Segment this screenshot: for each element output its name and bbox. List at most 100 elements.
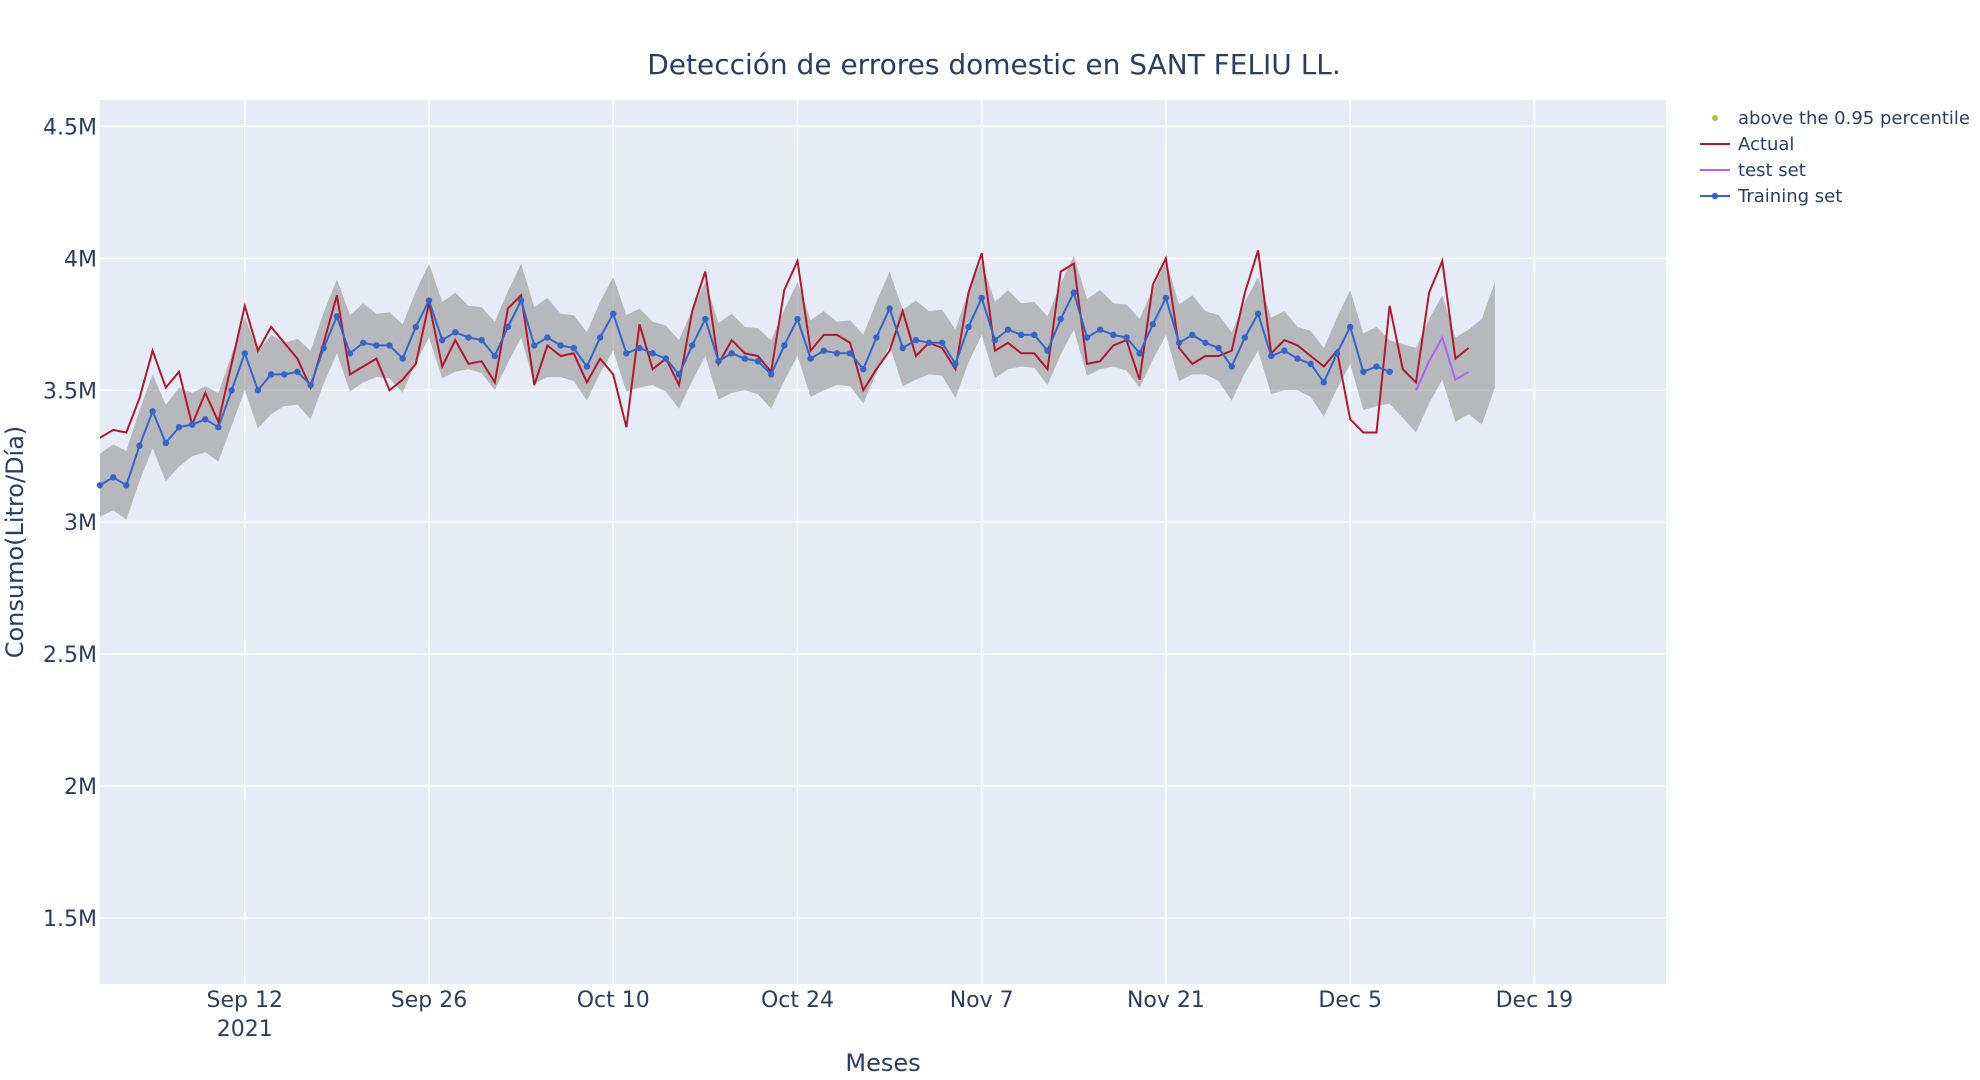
data-point[interactable] xyxy=(767,371,775,378)
data-point[interactable] xyxy=(741,355,749,362)
data-point[interactable] xyxy=(438,336,446,344)
data-point[interactable] xyxy=(1123,334,1130,341)
data-point[interactable] xyxy=(636,344,643,352)
data-point[interactable] xyxy=(1004,326,1012,333)
data-point[interactable] xyxy=(978,294,985,302)
data-point[interactable] xyxy=(925,339,933,346)
data-point[interactable] xyxy=(570,344,577,352)
data-point[interactable] xyxy=(873,334,880,341)
data-point[interactable] xyxy=(294,368,301,375)
data-point[interactable] xyxy=(307,381,314,389)
data-point[interactable] xyxy=(281,371,288,378)
data-point[interactable] xyxy=(202,416,209,423)
data-point[interactable] xyxy=(1281,347,1288,354)
data-point[interactable] xyxy=(504,323,512,331)
data-point[interactable] xyxy=(1228,363,1235,370)
data-point[interactable] xyxy=(702,315,709,323)
data-point[interactable] xyxy=(175,424,183,431)
data-point[interactable] xyxy=(1294,355,1301,362)
data-point[interactable] xyxy=(939,339,946,346)
data-point[interactable] xyxy=(1241,334,1249,341)
data-point[interactable] xyxy=(1031,331,1038,339)
data-point[interactable] xyxy=(754,358,762,365)
data-point[interactable] xyxy=(359,339,367,346)
data-point[interactable] xyxy=(1189,331,1196,339)
data-point[interactable] xyxy=(373,342,380,349)
legend-item[interactable]: Training set xyxy=(1700,186,1842,207)
data-point[interactable] xyxy=(1096,326,1104,333)
data-point[interactable] xyxy=(688,342,696,349)
data-point[interactable] xyxy=(149,408,156,415)
data-point[interactable] xyxy=(412,323,420,331)
legend-item[interactable]: test set xyxy=(1700,160,1806,181)
data-point[interactable] xyxy=(346,350,354,357)
data-point[interactable] xyxy=(123,482,130,489)
data-point[interactable] xyxy=(794,315,801,323)
data-point[interactable] xyxy=(241,350,248,357)
series-line-2[interactable] xyxy=(1415,334,1470,391)
data-point[interactable] xyxy=(386,342,393,349)
data-point[interactable] xyxy=(557,342,564,349)
data-point[interactable] xyxy=(886,305,893,312)
data-point[interactable] xyxy=(465,334,472,341)
data-point[interactable] xyxy=(820,347,827,354)
data-point[interactable] xyxy=(728,350,735,357)
data-point[interactable] xyxy=(610,310,617,317)
data-point[interactable] xyxy=(965,323,972,331)
data-point[interactable] xyxy=(162,439,169,447)
data-point[interactable] xyxy=(228,387,235,394)
data-point[interactable] xyxy=(1149,321,1156,328)
data-point[interactable] xyxy=(136,442,143,449)
data-point[interactable] xyxy=(531,342,538,349)
plot-area[interactable] xyxy=(100,100,1666,984)
data-point[interactable] xyxy=(991,336,999,344)
data-point[interactable] xyxy=(1083,334,1091,341)
data-point[interactable] xyxy=(1360,368,1367,375)
data-point[interactable] xyxy=(1373,363,1380,370)
data-point[interactable] xyxy=(267,371,275,378)
data-point[interactable] xyxy=(1320,379,1328,386)
data-point[interactable] xyxy=(1333,350,1341,357)
data-point[interactable] xyxy=(899,344,906,352)
data-point[interactable] xyxy=(399,355,406,362)
data-point[interactable] xyxy=(596,334,604,341)
data-point[interactable] xyxy=(662,355,670,362)
data-point[interactable] xyxy=(1070,289,1078,296)
data-point[interactable] xyxy=(649,350,656,357)
data-point[interactable] xyxy=(333,313,341,320)
data-point[interactable] xyxy=(109,474,117,481)
data-point[interactable] xyxy=(491,352,498,360)
data-point[interactable] xyxy=(320,344,327,352)
data-point[interactable] xyxy=(1346,323,1354,331)
data-point[interactable] xyxy=(544,334,551,341)
data-point[interactable] xyxy=(215,424,222,431)
data-point[interactable] xyxy=(807,355,814,362)
data-point[interactable] xyxy=(846,350,854,357)
series-line-1[interactable] xyxy=(100,250,1470,439)
legend-item[interactable]: above the 0.95 percentile xyxy=(1712,108,1970,129)
data-point[interactable] xyxy=(1254,310,1262,317)
data-point[interactable] xyxy=(952,360,959,368)
data-point[interactable] xyxy=(781,342,788,349)
data-point[interactable] xyxy=(1110,331,1117,339)
data-point[interactable] xyxy=(912,336,920,344)
data-point[interactable] xyxy=(1307,360,1314,368)
data-point[interactable] xyxy=(1215,344,1222,352)
data-point[interactable] xyxy=(1136,350,1143,357)
data-point[interactable] xyxy=(1017,331,1025,339)
data-point[interactable] xyxy=(1202,339,1209,346)
data-point[interactable] xyxy=(517,297,525,304)
data-point[interactable] xyxy=(96,482,104,489)
legend-item[interactable]: Actual xyxy=(1700,134,1794,155)
data-point[interactable] xyxy=(833,350,841,357)
data-point[interactable] xyxy=(1268,352,1275,360)
data-point[interactable] xyxy=(583,363,591,370)
data-point[interactable] xyxy=(188,421,196,428)
data-point[interactable] xyxy=(1057,315,1064,323)
data-point[interactable] xyxy=(1386,368,1393,375)
data-point[interactable] xyxy=(254,387,262,394)
data-point[interactable] xyxy=(860,365,867,373)
data-point[interactable] xyxy=(623,350,630,357)
data-point[interactable] xyxy=(1175,339,1183,346)
data-point[interactable] xyxy=(425,297,433,304)
